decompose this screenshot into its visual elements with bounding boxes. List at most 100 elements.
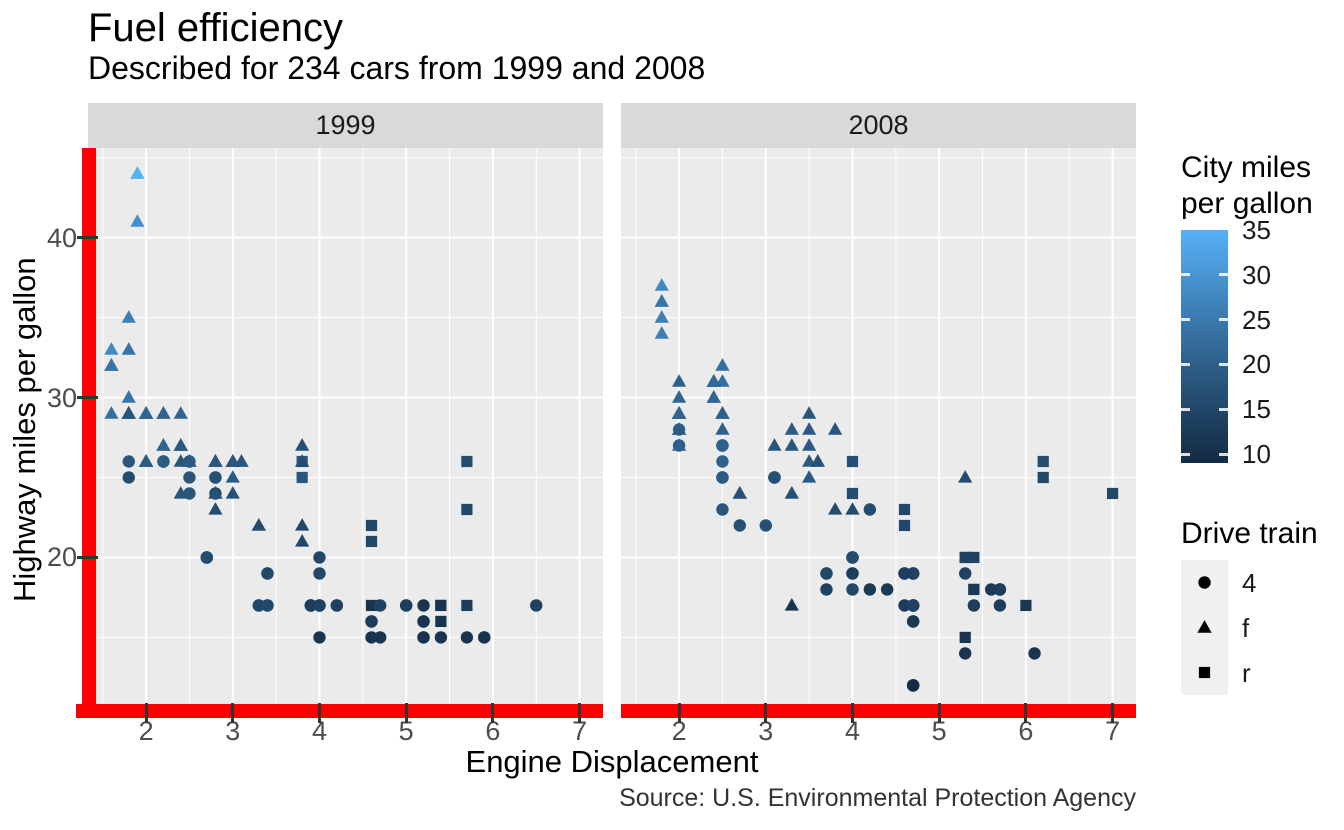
data-point bbox=[898, 519, 911, 532]
data-point bbox=[434, 631, 448, 644]
data-point bbox=[1198, 666, 1211, 679]
data-point bbox=[138, 406, 154, 419]
x-tick-mark bbox=[937, 703, 941, 723]
data-point bbox=[138, 454, 154, 467]
data-point bbox=[209, 471, 222, 484]
data-point bbox=[863, 583, 877, 596]
data-point bbox=[802, 406, 817, 419]
data-point bbox=[828, 502, 843, 515]
colorbar-tick-label: 25 bbox=[1242, 304, 1271, 335]
data-point bbox=[654, 278, 669, 291]
plot-panel-1999 bbox=[88, 148, 603, 711]
data-point bbox=[767, 438, 782, 451]
x-axis-line-2008 bbox=[621, 704, 1136, 718]
shape-legend-title: Drive train bbox=[1181, 517, 1318, 550]
x-tick-mark bbox=[578, 703, 582, 723]
data-point bbox=[716, 471, 729, 484]
colorbar-tick-mark bbox=[1181, 407, 1190, 411]
y-axis-line bbox=[82, 148, 96, 718]
data-point bbox=[417, 599, 430, 612]
colorbar-tick-label: 30 bbox=[1242, 259, 1271, 290]
plot-panel-2008 bbox=[621, 148, 1136, 711]
data-point bbox=[183, 471, 196, 484]
data-point bbox=[373, 599, 387, 612]
data-point bbox=[958, 470, 973, 483]
x-tick-mark bbox=[677, 703, 681, 723]
x-tick-mark bbox=[850, 703, 854, 723]
data-point bbox=[365, 599, 378, 612]
data-point bbox=[365, 631, 378, 644]
plot-title: Fuel efficiency bbox=[88, 6, 343, 50]
data-point bbox=[296, 471, 308, 484]
x-tick-mark bbox=[764, 703, 768, 723]
x-tick-mark bbox=[317, 703, 321, 723]
plot-subtitle: Described for 234 cars from 1999 and 200… bbox=[88, 50, 706, 86]
data-point bbox=[208, 486, 223, 499]
x-tick-label: 2 bbox=[138, 716, 154, 746]
data-point bbox=[706, 374, 721, 387]
data-point bbox=[330, 599, 344, 612]
data-point bbox=[373, 631, 387, 644]
shape-legend-key-4 bbox=[1181, 560, 1228, 605]
colorbar-tick-label: 20 bbox=[1242, 349, 1271, 380]
data-point bbox=[802, 438, 817, 451]
x-tick-label: 6 bbox=[485, 716, 501, 746]
x-tick-label: 4 bbox=[844, 716, 860, 746]
data-point bbox=[295, 534, 310, 547]
colorbar-tick-label: 35 bbox=[1242, 215, 1271, 245]
data-point bbox=[295, 454, 310, 467]
data-point bbox=[706, 390, 721, 403]
data-point bbox=[156, 438, 171, 451]
colorbar-tick-mark bbox=[1181, 273, 1190, 277]
data-point bbox=[1037, 471, 1049, 484]
colorbar-tick-label: 15 bbox=[1242, 394, 1271, 425]
data-point bbox=[261, 567, 274, 580]
data-point bbox=[715, 406, 730, 419]
data-point bbox=[715, 422, 730, 435]
data-point bbox=[478, 631, 491, 644]
y-tick-label: 30 bbox=[46, 382, 77, 413]
data-point bbox=[295, 438, 310, 451]
x-axis-line-1999 bbox=[76, 704, 603, 718]
x-tick-mark bbox=[1111, 703, 1115, 723]
data-point bbox=[671, 406, 687, 419]
x-tick-mark bbox=[491, 703, 495, 723]
data-point bbox=[716, 503, 729, 516]
data-point bbox=[1028, 647, 1041, 660]
data-point bbox=[225, 486, 240, 499]
data-point bbox=[104, 358, 119, 371]
data-point bbox=[898, 599, 911, 612]
data-point bbox=[959, 551, 971, 564]
data-point bbox=[1020, 599, 1032, 612]
y-tick-mark bbox=[77, 555, 98, 559]
shape-legend-label: f bbox=[1242, 612, 1250, 643]
x-tick-label: 4 bbox=[311, 716, 327, 746]
data-point bbox=[802, 422, 817, 435]
shape-legend-label: r bbox=[1242, 657, 1251, 688]
x-tick-mark bbox=[231, 703, 235, 723]
facet-strip-label: 2008 bbox=[848, 110, 909, 140]
data-point bbox=[654, 310, 669, 323]
data-point bbox=[225, 454, 240, 467]
colorbar-tick-mark bbox=[1181, 318, 1190, 322]
x-tick-label: 6 bbox=[1018, 716, 1034, 746]
data-point bbox=[252, 599, 265, 612]
x-tick-label: 7 bbox=[572, 716, 588, 746]
shape-legend-key-f bbox=[1181, 605, 1228, 650]
data-point bbox=[671, 374, 687, 387]
color-legend-title: City miles per gallon bbox=[1181, 151, 1313, 220]
data-point bbox=[173, 438, 188, 451]
data-point bbox=[993, 599, 1007, 612]
data-point bbox=[365, 615, 378, 628]
y-tick-label: 40 bbox=[46, 222, 77, 253]
data-point bbox=[828, 422, 843, 435]
data-point bbox=[1197, 620, 1212, 633]
data-point bbox=[208, 454, 223, 467]
data-point bbox=[435, 599, 447, 612]
data-point bbox=[156, 406, 171, 419]
data-point bbox=[104, 342, 119, 355]
data-point bbox=[460, 631, 474, 644]
colorbar-tick-mark bbox=[1219, 407, 1228, 411]
data-point bbox=[906, 679, 920, 692]
